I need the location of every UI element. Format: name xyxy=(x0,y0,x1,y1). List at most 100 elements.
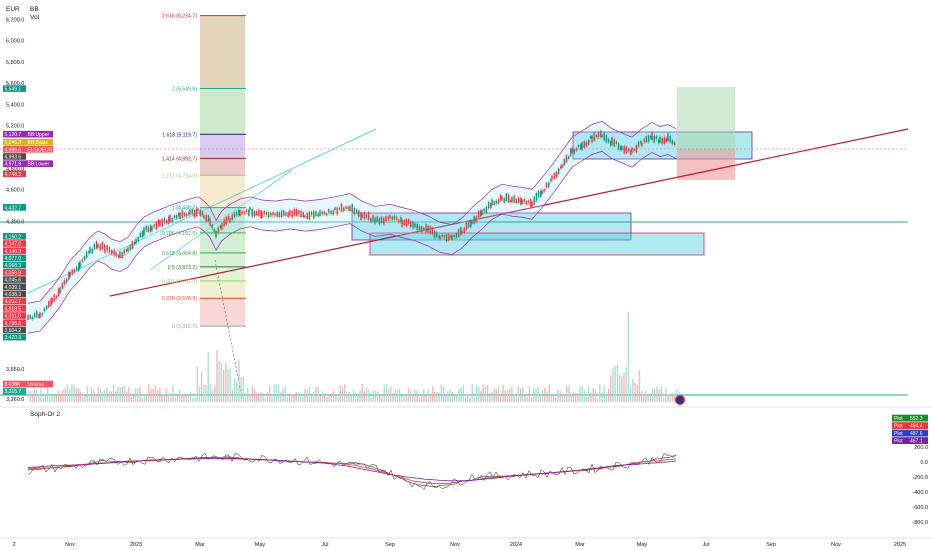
candle-body xyxy=(155,221,158,230)
volume-bar xyxy=(156,390,159,402)
candle-body xyxy=(27,315,29,320)
price-axis[interactable]: 6,200.0 6,000.0 5,800.0 5,600.0 5,400.0 5,200… xyxy=(6,17,24,403)
volume-bar xyxy=(453,393,456,402)
candle-body xyxy=(580,144,582,150)
candle-body xyxy=(571,147,573,153)
candle-body xyxy=(117,255,120,258)
volume-bar xyxy=(636,384,638,402)
candle-body xyxy=(423,227,425,231)
volume-bar xyxy=(86,385,88,402)
price-tag xyxy=(3,254,26,262)
candle-body xyxy=(570,148,572,156)
candle-body xyxy=(36,311,38,317)
volume-bar xyxy=(407,388,410,402)
plot-tag-value: 494.4 xyxy=(910,424,923,430)
volume-bar xyxy=(363,390,366,402)
fib-level-label: 1.272 (4,734.0) xyxy=(162,173,197,179)
candle-body xyxy=(490,203,492,209)
candle-body xyxy=(669,135,671,143)
candle-body xyxy=(139,232,142,238)
volume-bar xyxy=(152,388,154,402)
fib-level-label: 0.382 (3,741.6) xyxy=(162,279,197,285)
price-tick-label: 6,000.0 xyxy=(6,39,24,45)
volume-bar xyxy=(68,388,71,402)
volume-bar xyxy=(667,394,669,402)
volume-bar xyxy=(200,371,203,402)
candle-body xyxy=(61,282,63,289)
volume-bar xyxy=(588,386,590,402)
oscillator-axis[interactable]: 200.0 0.0 -200.0 -400.0 -600.0 -800.0 xyxy=(912,445,928,526)
candle-body xyxy=(541,189,543,194)
volume-bar xyxy=(106,388,108,402)
price-tag-name-text: BB:Basis xyxy=(28,140,49,146)
volume-bar xyxy=(495,389,498,402)
volume-bar xyxy=(35,389,38,402)
price-tag-value: 4,993.6 xyxy=(5,154,22,160)
trendline-upper-channel[interactable] xyxy=(27,128,377,294)
volume-bar xyxy=(176,393,179,402)
bb-basis xyxy=(27,136,677,320)
candle-body xyxy=(585,141,588,147)
candle-body xyxy=(607,138,610,143)
volume-bar xyxy=(185,395,187,402)
candle-body xyxy=(553,172,555,179)
price-tag xyxy=(3,276,26,283)
volume-bar xyxy=(502,385,504,402)
replay-marker-icon[interactable] xyxy=(674,394,686,406)
candle-body xyxy=(495,200,498,204)
volume-bar xyxy=(46,384,49,402)
candle-body xyxy=(115,253,118,256)
trendline-main-support[interactable] xyxy=(109,128,909,297)
candle-body xyxy=(171,217,173,223)
volume-bar xyxy=(447,391,449,402)
candle-body xyxy=(272,212,274,215)
volume-bar xyxy=(308,386,311,402)
candle-body xyxy=(161,218,163,227)
volume-bar xyxy=(154,385,157,402)
candle-body xyxy=(448,234,450,241)
candle-body xyxy=(298,210,300,215)
range-box-2023-lower[interactable] xyxy=(369,232,705,256)
fib-level-label: 0.236 (3,578.9) xyxy=(162,296,197,302)
volume-bar xyxy=(189,391,192,402)
candle-body xyxy=(461,230,463,234)
candle-body xyxy=(197,208,199,211)
volume-bar xyxy=(649,393,652,402)
long-position-target[interactable] xyxy=(677,87,735,149)
candle-body xyxy=(501,196,503,200)
candle-body xyxy=(567,156,570,159)
candle-body xyxy=(38,314,40,318)
volume-bar xyxy=(599,384,601,402)
volume-bar xyxy=(253,389,256,402)
candle-body xyxy=(95,241,98,249)
volume-bar xyxy=(517,385,520,402)
volume-bar xyxy=(49,396,51,402)
candle-body xyxy=(633,148,635,151)
oscillator-pane xyxy=(27,452,677,490)
volume-bar xyxy=(134,387,137,402)
plot-tag-value-box xyxy=(908,437,928,444)
volume-bar xyxy=(456,394,458,402)
time-axis[interactable]: 2 Nov 2023 Mar May Jul Sep Nov 2024 Mar May Jul Sep N… xyxy=(12,542,906,548)
volume-bar xyxy=(671,395,674,402)
candle-body xyxy=(243,211,246,214)
candle-body xyxy=(475,216,478,223)
price-tag xyxy=(3,269,26,276)
volume-bar xyxy=(88,396,91,402)
candle-body xyxy=(185,213,188,217)
volume-bar xyxy=(251,386,253,402)
trendline-channel-2[interactable] xyxy=(149,169,293,271)
volume-bar xyxy=(592,387,594,402)
volume-bar xyxy=(313,391,315,402)
time-tick-label: Jul xyxy=(702,542,709,548)
volume-bar xyxy=(473,397,476,402)
volume-bar xyxy=(198,386,201,402)
volume-bar xyxy=(148,384,150,402)
time-tick-label: Nov xyxy=(450,542,460,548)
candle-body xyxy=(374,217,376,224)
candle-body xyxy=(595,134,598,138)
volume-bar xyxy=(315,386,317,402)
candle-body xyxy=(338,207,341,210)
candle-body xyxy=(433,231,436,239)
